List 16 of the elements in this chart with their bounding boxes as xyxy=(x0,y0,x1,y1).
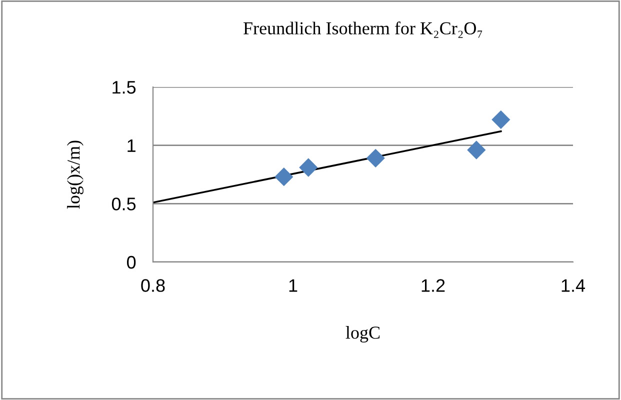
point xyxy=(492,110,510,129)
point xyxy=(467,140,486,160)
y-tick-label: 1.5 xyxy=(112,81,136,94)
y-tick-label: 0 xyxy=(127,256,136,269)
y-tick-label: 0.5 xyxy=(112,198,136,210)
x-tick-label: 0.8 xyxy=(141,279,165,292)
point xyxy=(299,158,318,177)
point xyxy=(274,168,294,186)
x-tick-label: 1.4 xyxy=(562,279,586,292)
y-tick-label: 1 xyxy=(128,139,136,152)
x-tick-label: 1.2 xyxy=(422,279,445,292)
x-axis-title: logC xyxy=(346,326,380,342)
x-tick-label: 1 xyxy=(289,279,298,292)
y-axis-title: log()x/m) xyxy=(67,140,84,209)
chart-title: Freundlich Isotherm for K₂Cr₂O₇ xyxy=(244,22,482,38)
point xyxy=(366,148,385,168)
